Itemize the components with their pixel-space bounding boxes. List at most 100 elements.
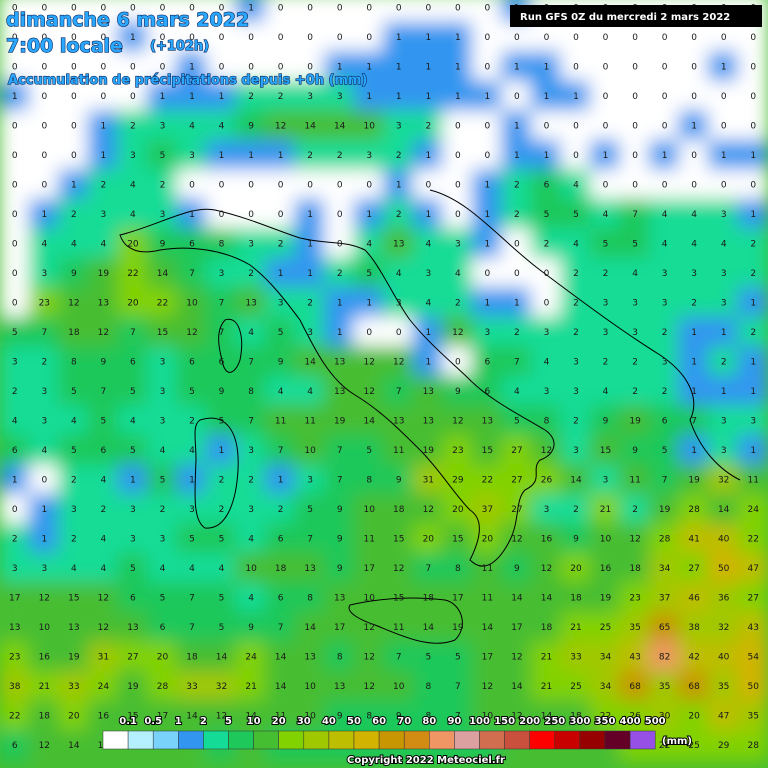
precip-cell xyxy=(28,198,61,231)
precip-value: 13 xyxy=(304,564,315,574)
precip-value: 9 xyxy=(337,535,343,545)
precip-cell xyxy=(87,228,120,260)
precip-value: 3 xyxy=(248,446,254,456)
precip-value: 11 xyxy=(275,417,286,427)
precip-value: 1 xyxy=(12,476,18,486)
legend-label: 2 xyxy=(200,716,207,727)
precip-value: 1 xyxy=(41,505,47,515)
precip-cell xyxy=(442,110,474,142)
precip-cell xyxy=(28,287,61,319)
precip-value: 3 xyxy=(573,387,579,397)
precip-value: 0 xyxy=(544,33,550,43)
precip-cell xyxy=(530,169,563,201)
precip-cell xyxy=(501,375,533,408)
precip-value: 17 xyxy=(157,712,168,722)
precip-cell xyxy=(589,700,622,732)
copyright: Copyright 2022 Meteociel.fr xyxy=(347,755,505,766)
precip-value: 0 xyxy=(485,151,491,161)
precip-value: 43 xyxy=(629,653,640,663)
precip-value: 6 xyxy=(544,181,550,191)
precip-value: 15 xyxy=(482,446,493,456)
precip-cell xyxy=(323,287,356,319)
precip-cell xyxy=(264,257,297,290)
precip-value: 28 xyxy=(748,741,760,751)
precip-value: 16 xyxy=(600,564,612,574)
precip-value: 0 xyxy=(750,122,756,132)
precip-value: 1 xyxy=(396,63,402,73)
precip-value: 3 xyxy=(160,122,166,132)
precip-value: 3 xyxy=(573,358,579,368)
precip-value: 1 xyxy=(514,63,520,73)
precip-cell xyxy=(323,493,356,526)
precip-cell xyxy=(678,51,710,83)
precip-cell xyxy=(87,287,120,319)
legend-swatch xyxy=(378,730,405,750)
precip-cell xyxy=(176,434,208,467)
precip-cell xyxy=(589,523,622,555)
precip-value: 0 xyxy=(603,33,609,43)
precip-cell xyxy=(412,611,445,644)
precip-cell xyxy=(560,198,592,231)
precip-value: 42 xyxy=(688,653,699,663)
precip-cell xyxy=(530,611,563,644)
precip-cell xyxy=(530,552,563,585)
precip-value: 0 xyxy=(12,269,18,279)
precip-value: 3 xyxy=(603,476,609,486)
precip-cell xyxy=(87,434,120,467)
precip-value: 7 xyxy=(662,476,668,486)
precip-value: 2 xyxy=(425,122,431,132)
precip-cell xyxy=(87,611,120,644)
precip-cell xyxy=(294,198,326,231)
precip-cell xyxy=(560,110,592,142)
precip-value: 14 xyxy=(541,712,553,722)
precip-value: 2 xyxy=(248,269,254,279)
precip-cell xyxy=(471,670,504,703)
precip-value: 1 xyxy=(307,240,313,250)
precip-cell xyxy=(412,375,445,408)
precip-cell xyxy=(619,641,651,673)
precip-cell xyxy=(353,523,385,555)
precip-value: 1 xyxy=(750,210,756,220)
precip-cell xyxy=(117,464,149,496)
precip-value: 38 xyxy=(688,623,700,633)
precip-value: 4 xyxy=(130,210,136,220)
precip-value: 12 xyxy=(511,712,522,722)
precip-cell xyxy=(323,405,356,437)
precip-cell xyxy=(353,375,385,408)
precip-cell xyxy=(323,523,356,555)
precip-value: 7 xyxy=(278,623,284,633)
precip-cell xyxy=(87,464,120,496)
precip-value: 0 xyxy=(278,210,284,220)
precip-value: 6 xyxy=(130,594,136,604)
precip-value: 0 xyxy=(130,92,136,102)
precip-value: 0 xyxy=(396,328,402,338)
precip-value: 9 xyxy=(278,358,284,368)
precip-cell xyxy=(0,80,31,113)
precip-cell xyxy=(353,316,385,349)
precip-cell xyxy=(146,110,179,142)
precip-cell xyxy=(589,552,622,585)
precip-value: 65 xyxy=(659,623,670,633)
precip-cell xyxy=(176,405,208,437)
precip-cell xyxy=(235,493,267,526)
precip-value: 14 xyxy=(157,269,169,279)
precip-value: 20 xyxy=(127,299,139,309)
precip-cell xyxy=(589,670,622,703)
precip-value: 26 xyxy=(541,476,553,486)
precip-cell xyxy=(530,434,563,467)
precip-value: 5 xyxy=(573,210,579,220)
precip-cell xyxy=(117,670,149,703)
precip-cell xyxy=(471,582,504,614)
precip-value: 3 xyxy=(307,92,313,102)
precip-cell xyxy=(28,169,61,201)
precip-cell xyxy=(353,287,385,319)
precip-cell xyxy=(678,552,710,585)
precip-cell xyxy=(471,493,504,526)
precip-value: 0 xyxy=(337,4,343,14)
precip-value: 1 xyxy=(750,358,756,368)
precip-value: 13 xyxy=(393,240,404,250)
precip-cell xyxy=(323,110,356,142)
precip-value: 1 xyxy=(514,151,520,161)
precip-cell xyxy=(619,611,651,644)
precip-value: 0 xyxy=(544,269,550,279)
